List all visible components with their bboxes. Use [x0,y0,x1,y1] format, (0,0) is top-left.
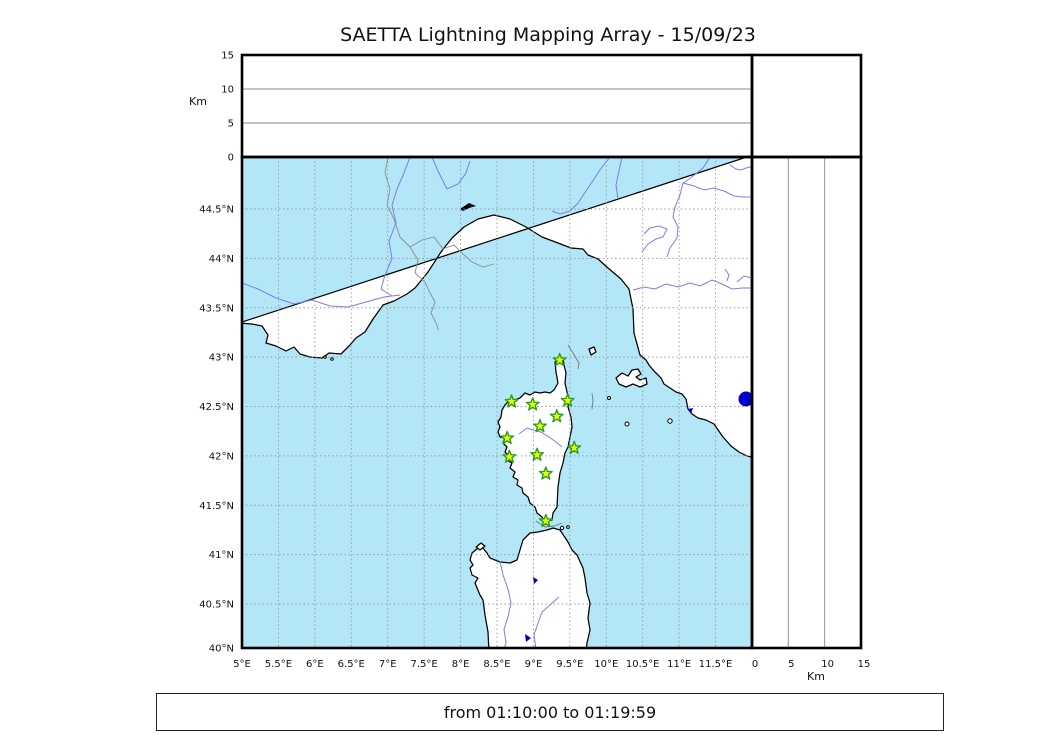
station-marker [538,513,553,528]
latitude-tick-label: 42.5°N [199,402,234,413]
lake [688,408,693,414]
island-dot [566,525,570,529]
corner-panel-frame [750,53,863,159]
altitude-tick-label: 15 [858,659,871,670]
longitude-tick-label: 11.5°E [699,659,733,670]
altitude-tick-label: 15 [221,51,234,62]
landmass-sardinia [469,527,591,648]
river [729,164,752,171]
landmass-elba [615,368,648,388]
latitude-tick-label: 43.5°N [199,303,234,314]
latitude-tick-label: 40.5°N [199,600,234,611]
river [682,182,752,198]
river [632,279,752,291]
country-border [409,236,495,268]
station-marker [552,352,567,367]
gray-line [591,392,594,410]
latitude-tick-label: 42°N [209,451,234,462]
map-panel [242,157,752,648]
station-marker [500,430,515,445]
country-border [384,157,439,331]
station-marker [567,440,582,455]
river [724,268,730,282]
right-panel-frame [750,155,863,650]
island-dot [624,421,630,427]
lake [738,391,752,407]
longitude-tick-label: 8.5°E [483,659,510,670]
river [431,157,471,190]
latitude-tick-label: 41°N [209,550,234,561]
landmass-mainland [242,157,752,458]
longitude-tick-label: 5°E [233,659,251,670]
island-dot [330,357,334,361]
landmass-capraia [588,346,597,356]
station-marker [533,418,547,433]
lake [533,577,538,584]
altitude-tick-label: 0 [752,659,758,670]
island-dot [559,525,565,531]
time-range-box: from 01:10:00 to 01:19:59 [156,693,944,731]
latitude-tick-label: 44.5°N [199,205,234,216]
station-marker [504,394,519,408]
station-marker [530,447,545,461]
river [551,157,611,215]
altitude-tick-label: 5 [788,659,794,670]
axis-ticks: 0 5 10 15 0 5 10 15 5°E 5.5°E 6°E 6.5°E 7°E 7.5°E 8°E 8… [199,51,870,671]
river [736,275,752,283]
altitude-latitude-panel [787,158,826,647]
station-marker [560,393,575,407]
river [499,560,512,648]
river [641,225,668,253]
longitude-tick-label: 6.5°E [338,659,365,670]
altitude-tick-label: 0 [228,153,234,164]
longitude-tick-label: 7.5°E [411,659,438,670]
altitude-axis-label-left: Km [189,95,207,108]
longitude-tick-label: 10°E [594,659,618,670]
river [666,157,711,258]
river [242,282,401,308]
longitude-tick-label: 7°E [379,659,397,670]
landmass-corsica [497,357,573,523]
longitude-tick-label: 9.5°E [556,659,583,670]
river [615,157,623,200]
island-dot [607,396,611,400]
top-panel-frame [240,53,754,159]
longitude-tick-label: 8°E [452,659,470,670]
altitude-longitude-panel [243,88,751,124]
latitude-tick-label: 41.5°N [199,501,234,512]
station-marker [525,397,540,411]
island-dot [667,418,673,424]
lake [525,634,531,642]
latitude-tick-label: 40°N [209,644,234,655]
time-range-text: from 01:10:00 to 01:19:59 [443,702,657,722]
altitude-tick-label: 10 [821,659,834,670]
longitude-tick-label: 9°E [525,659,543,670]
station-marker [549,409,564,423]
station-marker [538,466,553,480]
chart-title: SAETTA Lightning Mapping Array - 15/09/2… [340,24,756,46]
altitude-axis-label-bottom: Km [807,670,825,683]
latitude-tick-label: 44°N [209,254,234,265]
longitude-tick-label: 5.5°E [265,659,292,670]
river [533,596,560,648]
river [518,427,563,448]
altitude-tick-label: 5 [228,119,234,130]
longitude-tick-label: 10.5°E [626,659,660,670]
river [380,157,411,297]
gray-line [567,344,580,370]
longitude-tick-label: 6°E [306,659,324,670]
altitude-tick-label: 10 [221,85,234,96]
latitude-tick-label: 43°N [209,353,234,364]
longitude-tick-label: 11°E [667,659,691,670]
station-marker [502,449,517,463]
landmass-asinara [475,542,486,551]
